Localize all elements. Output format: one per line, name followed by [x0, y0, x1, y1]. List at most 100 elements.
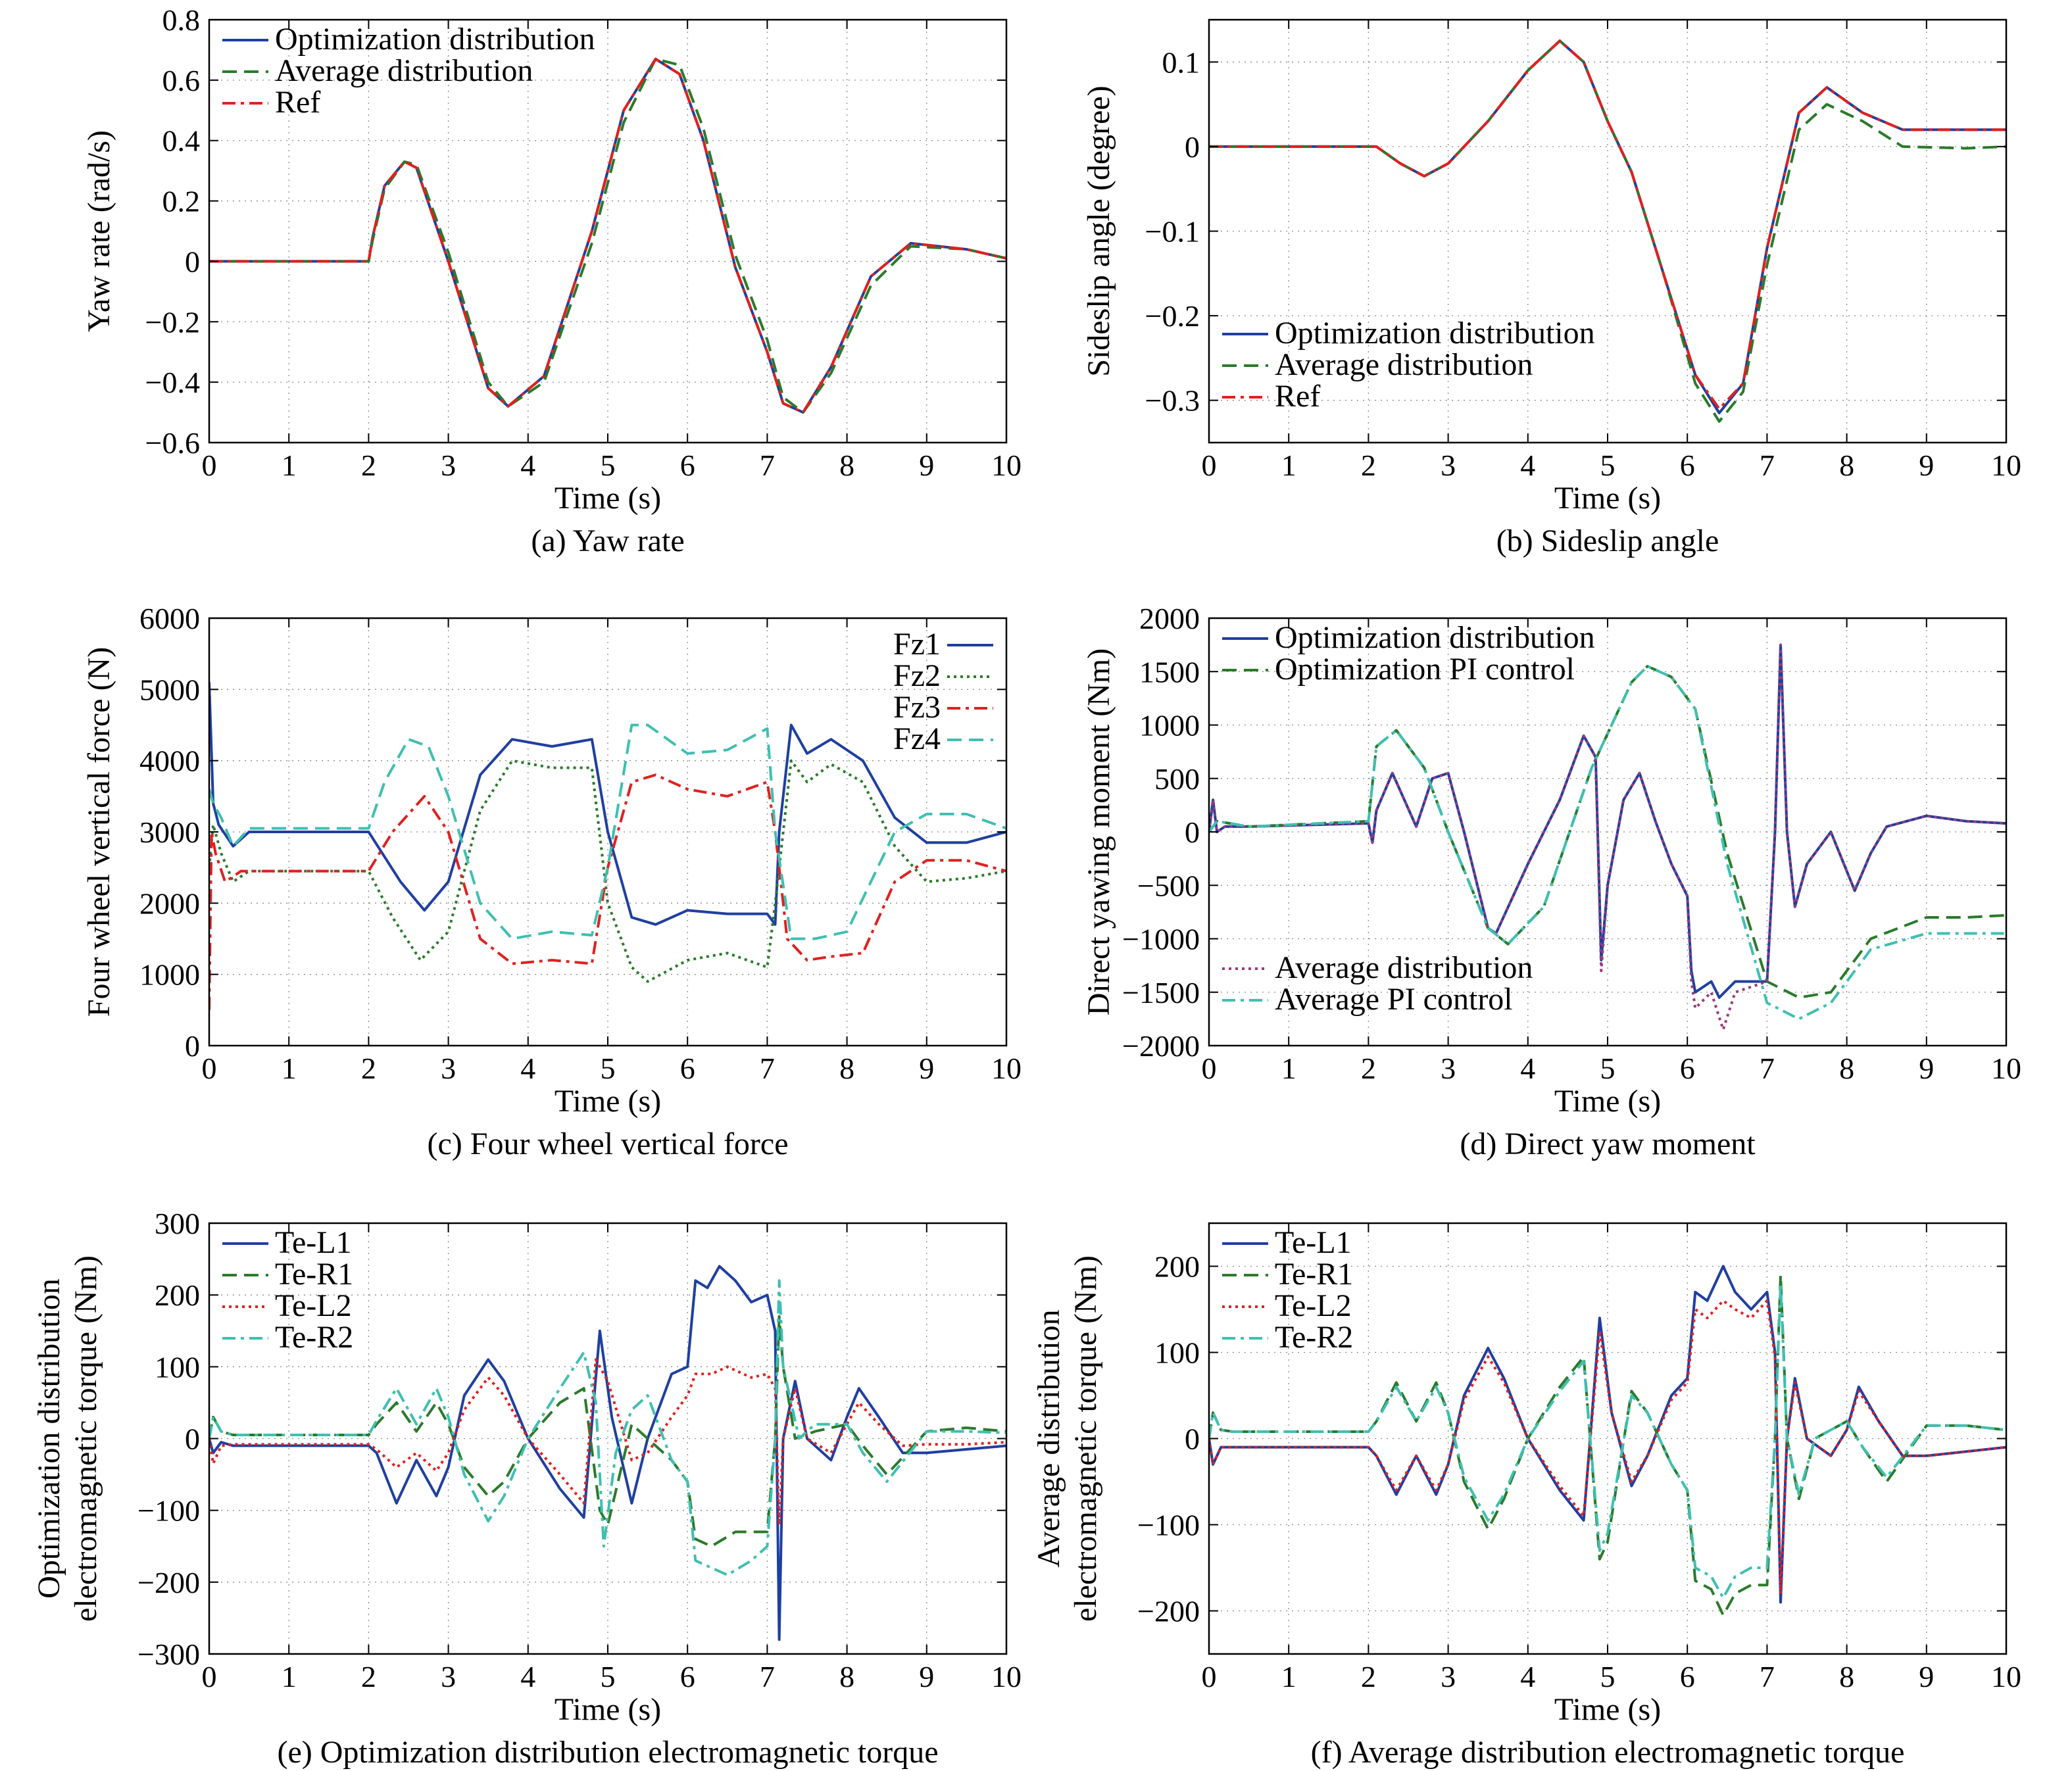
- x-tick-label: 3: [441, 1052, 456, 1085]
- chart-panel-d: 0 1 2 3 4 5 6 7 8 9 10 −2000 −1500 −1000 −500 0 500 1000 1…: [1081, 602, 2021, 1161]
- legend-label: Ref: [1275, 379, 1320, 414]
- y-tick-label: 6000: [139, 602, 200, 635]
- x-tick-label: 8: [839, 1052, 854, 1085]
- y-tick-label: 0.8: [162, 3, 201, 37]
- y-tick-label: −0.4: [145, 366, 200, 399]
- series-line-te-r2: [1209, 1282, 2006, 1599]
- series-line-optimization-distribution: [209, 57, 1006, 414]
- x-tick-label: 0: [202, 449, 217, 482]
- x-tick-label: 6: [680, 1660, 695, 1693]
- y-tick-label: −0.1: [1145, 215, 1200, 249]
- x-tick-label: 6: [1680, 449, 1695, 482]
- y-tick-label: 500: [1154, 762, 1200, 796]
- series-line-ref: [209, 57, 1006, 414]
- legend-label: Ref: [275, 85, 320, 120]
- y-tick-label: 200: [1154, 1250, 1200, 1284]
- chart-panel-f: 0 1 2 3 4 5 6 7 8 9 10 −200 −100 0 100 200 Time (s) Avera…: [1031, 1222, 2021, 1770]
- x-tick-label: 9: [1919, 449, 1934, 482]
- x-tick-label: 7: [1760, 1052, 1775, 1085]
- x-tick-label: 1: [1281, 1052, 1296, 1085]
- panel-caption: (d) Direct yaw moment: [1460, 1127, 1756, 1161]
- y-axis-label: Sideslip angle (degree): [1081, 85, 1116, 377]
- x-tick-label: 10: [991, 1052, 1022, 1085]
- x-tick-label: 10: [991, 1660, 1022, 1693]
- y-tick-label: 2000: [1139, 602, 1200, 635]
- legend-label: Fz2: [893, 658, 941, 693]
- x-tick-label: 10: [1991, 449, 2021, 482]
- y-tick-label: −200: [137, 1566, 200, 1599]
- legend-label: Te-R2: [275, 1320, 353, 1355]
- chart-panel-c: 0 1 2 3 4 5 6 7 8 9 10 0 1000 2000 3000 4000 5000 6000 Tim…: [82, 602, 1022, 1161]
- x-tick-label: 9: [919, 1052, 934, 1085]
- x-tick-label: 4: [1520, 1660, 1535, 1693]
- x-tick-label: 2: [1361, 449, 1376, 482]
- y-tick-label: 0: [1185, 1422, 1200, 1456]
- y-tick-label: 0: [185, 1029, 200, 1063]
- legend-label: Fz3: [893, 690, 941, 725]
- y-axis-label: Average distribution: [1031, 1309, 1066, 1567]
- x-tick-label: 1: [1281, 1660, 1296, 1693]
- y-tick-label: 0.1: [1162, 45, 1200, 79]
- y-tick-label: 1000: [139, 958, 200, 992]
- series-line-fz3: [209, 773, 1006, 1010]
- x-axis-label: Time (s): [1554, 1084, 1661, 1119]
- y-tick-label: 0.6: [162, 64, 201, 97]
- x-tick-label: 1: [282, 1052, 297, 1085]
- x-tick-label: 8: [839, 449, 854, 482]
- chart-panel-a: 0 1 2 3 4 5 6 7 8 9 10 −0.6 −0.4 −0.2 0 0.2 0.4 0.6 0.8 Tim…: [82, 3, 1022, 558]
- x-tick-label: 8: [1839, 1660, 1854, 1693]
- y-tick-label: 5000: [139, 673, 200, 706]
- y-tick-label: 3000: [139, 815, 200, 849]
- legend-label: Optimization PI control: [1275, 652, 1575, 687]
- x-axis-label: Time (s): [1554, 1692, 1661, 1727]
- x-tick-label: 6: [680, 1052, 695, 1085]
- x-tick-label: 4: [1520, 449, 1535, 482]
- x-tick-label: 0: [1202, 1660, 1217, 1693]
- y-tick-label: −0.2: [145, 305, 200, 339]
- legend-label: Average distribution: [1275, 950, 1533, 985]
- y-tick-label: 1000: [1139, 709, 1200, 742]
- series-line-te-l2: [209, 1358, 1006, 1526]
- y-tick-label: −200: [1137, 1595, 1200, 1628]
- y-axis-label: Direct yawing moment (Nm): [1081, 648, 1116, 1016]
- x-tick-label: 8: [1839, 449, 1854, 482]
- y-tick-label: 200: [155, 1278, 200, 1312]
- x-tick-label: 9: [919, 1660, 934, 1693]
- x-tick-label: 4: [520, 1660, 535, 1693]
- panel-caption: (e) Optimization distribution electromag…: [277, 1735, 938, 1770]
- x-tick-label: 2: [1361, 1660, 1376, 1693]
- series-line-average-distribution: [209, 57, 1006, 414]
- legend-label: Te-L1: [1275, 1225, 1352, 1260]
- panel-caption: (a) Yaw rate: [531, 523, 684, 558]
- legend-label: Average PI control: [1275, 982, 1513, 1017]
- y-tick-label: 0.2: [162, 185, 201, 218]
- x-tick-label: 8: [839, 1660, 854, 1693]
- series-line-te-r1: [209, 1315, 1006, 1548]
- x-tick-label: 1: [282, 449, 297, 482]
- legend-label: Te-L2: [275, 1288, 352, 1323]
- x-tick-label: 7: [1760, 449, 1775, 482]
- x-tick-label: 2: [1361, 1052, 1376, 1085]
- x-tick-label: 2: [361, 1052, 376, 1085]
- x-tick-label: 6: [680, 449, 695, 482]
- x-tick-label: 6: [1680, 1660, 1695, 1693]
- series-line-te-l1: [1209, 1265, 2006, 1604]
- x-tick-label: 0: [202, 1052, 217, 1085]
- legend-label: Te-R1: [275, 1257, 353, 1292]
- x-tick-label: 1: [1281, 449, 1296, 482]
- y-tick-label: −1500: [1122, 976, 1200, 1009]
- y-axis-label-line-2: electromagnetic torque (Nm): [68, 1255, 103, 1622]
- legend-label: Average distribution: [1275, 347, 1533, 382]
- y-axis-label-line-2: electromagnetic torque (Nm): [1068, 1255, 1103, 1622]
- x-tick-label: 4: [520, 449, 535, 482]
- y-tick-label: 1500: [1139, 655, 1200, 689]
- y-tick-label: 0: [1185, 815, 1200, 849]
- series-line-te-l2: [1209, 1299, 2006, 1595]
- x-tick-label: 3: [441, 449, 456, 482]
- y-tick-label: −100: [137, 1494, 200, 1528]
- x-tick-label: 7: [760, 1660, 775, 1693]
- x-tick-label: 9: [1919, 1052, 1934, 1085]
- x-tick-label: 5: [601, 449, 616, 482]
- x-tick-label: 10: [1991, 1660, 2021, 1693]
- legend-label: Te-R2: [1275, 1320, 1353, 1355]
